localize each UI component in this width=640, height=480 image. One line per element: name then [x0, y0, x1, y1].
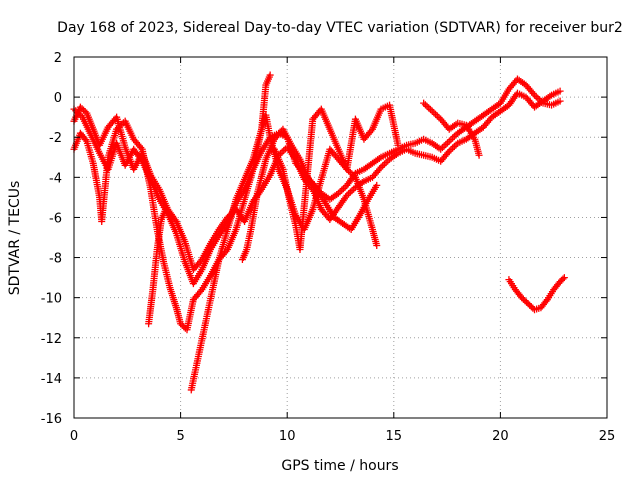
chart-title: Day 168 of 2023, Sidereal Day-to-day VTE…	[57, 20, 623, 36]
data-point	[444, 149, 452, 157]
data-point	[435, 114, 443, 122]
data-point	[542, 297, 550, 305]
data-point	[266, 71, 274, 79]
data-point	[339, 185, 347, 193]
data-point	[312, 184, 320, 192]
y-tick-label: -12	[41, 332, 62, 347]
y-tick-label: -4	[49, 171, 62, 186]
series-track-e	[238, 125, 381, 264]
y-tick-label: -2	[49, 131, 62, 146]
data-point	[346, 188, 354, 196]
data-point	[137, 144, 145, 152]
data-point	[444, 139, 452, 147]
y-tick-label: -8	[49, 252, 62, 267]
data-point	[438, 144, 446, 152]
data-point	[475, 151, 483, 159]
data-point	[423, 102, 431, 110]
data-point	[180, 323, 188, 331]
series-track-h	[505, 274, 568, 314]
series-track-b	[70, 75, 564, 288]
data-point	[526, 301, 534, 309]
data-point	[338, 186, 346, 194]
y-tick-label: -6	[49, 211, 62, 226]
x-tick-label: 25	[599, 429, 616, 444]
data-point	[348, 187, 356, 195]
data-point	[559, 275, 567, 283]
data-point	[78, 105, 86, 113]
y-tick-label: 0	[54, 91, 62, 106]
data-point	[450, 132, 458, 140]
series-track-i	[145, 205, 176, 328]
data-point	[177, 320, 185, 328]
data-point	[278, 148, 286, 156]
series-track-d	[187, 71, 274, 394]
y-tick-label: -14	[41, 372, 62, 387]
data-point	[82, 136, 90, 144]
data-series	[70, 71, 568, 394]
y-axis-title: SDTVAR / TECUs	[7, 181, 23, 296]
data-point	[196, 287, 204, 295]
data-point	[529, 89, 537, 97]
series-track-f	[270, 101, 402, 254]
data-point	[433, 112, 441, 120]
data-point	[523, 298, 531, 306]
data-point	[168, 215, 176, 223]
data-point	[376, 165, 384, 173]
data-point	[556, 87, 564, 95]
data-point	[450, 142, 458, 150]
data-point	[394, 141, 402, 149]
data-point	[430, 109, 438, 117]
data-point	[367, 127, 375, 135]
plot-frame	[73, 56, 608, 419]
x-tick-label: 0	[70, 429, 78, 444]
data-point	[447, 146, 455, 154]
x-tick-label: 5	[176, 429, 184, 444]
data-point	[379, 162, 387, 170]
data-point	[80, 106, 88, 114]
x-tick-label: 20	[492, 429, 509, 444]
data-point	[556, 97, 564, 105]
x-axis-title: GPS time / hours	[281, 458, 398, 474]
data-point	[380, 160, 388, 168]
data-point	[445, 137, 453, 145]
data-point	[449, 134, 457, 142]
y-tick-label: 2	[54, 51, 62, 66]
data-point	[81, 108, 89, 116]
data-point	[524, 300, 532, 308]
y-tick-label: -10	[41, 292, 62, 307]
data-point	[518, 294, 526, 302]
data-point	[421, 101, 429, 109]
data-point	[382, 158, 390, 166]
data-point	[425, 104, 433, 112]
data-point	[527, 303, 535, 311]
axis-ticks: 0 5 10 15 20 25 -16 -14 -12 -10 -8 -6 -4 -2 0 2	[41, 51, 616, 444]
data-point	[432, 110, 440, 118]
series-track-g	[420, 99, 483, 159]
data-point	[373, 242, 381, 250]
data-point	[560, 274, 568, 282]
data-point	[426, 106, 434, 114]
data-point	[428, 107, 436, 115]
data-point	[529, 304, 537, 312]
data-point	[447, 136, 455, 144]
data-point	[532, 93, 540, 101]
data-point	[519, 295, 527, 303]
data-point	[76, 103, 84, 111]
data-point	[420, 99, 428, 107]
x-tick-label: 10	[279, 429, 296, 444]
data-point	[449, 144, 457, 152]
grid-lines	[74, 57, 607, 418]
data-point	[373, 181, 381, 189]
data-point	[521, 297, 529, 305]
data-point	[442, 140, 450, 148]
x-tick-label: 15	[386, 429, 403, 444]
y-tick-label: -16	[41, 412, 62, 427]
